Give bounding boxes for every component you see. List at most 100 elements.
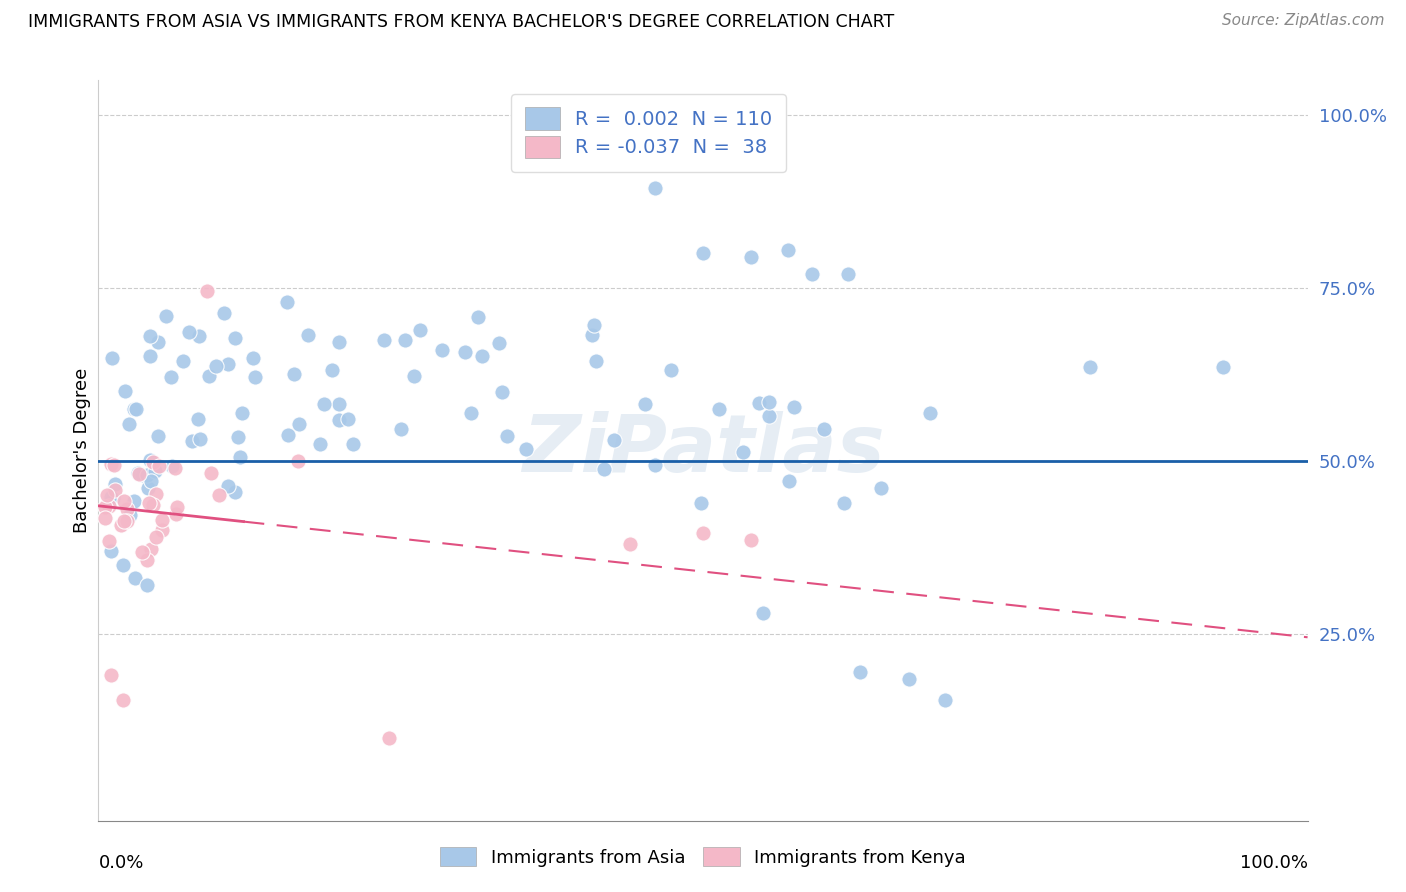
Point (139, 329, 162, 343)
Point (748, 395, 770, 409)
Point (496, 429, 519, 443)
Text: IMMIGRANTS FROM ASIA VS IMMIGRANTS FROM KENYA BACHELOR'S DEGREE CORRELATION CHAR: IMMIGRANTS FROM ASIA VS IMMIGRANTS FROM … (28, 13, 894, 31)
Point (145, 487, 167, 501)
Point (104, 483, 127, 498)
Point (101, 491, 124, 505)
Point (583, 318, 606, 333)
Point (118, 417, 141, 431)
Point (692, 526, 714, 541)
Point (207, 488, 229, 502)
Point (897, 672, 920, 686)
Point (122, 401, 145, 416)
Point (731, 445, 754, 459)
Point (150, 523, 173, 537)
Text: 0.0%: 0.0% (98, 854, 143, 872)
Point (166, 500, 188, 514)
Point (124, 572, 146, 586)
Point (103, 458, 125, 472)
Point (488, 335, 510, 350)
Point (758, 395, 780, 409)
Point (402, 368, 425, 383)
Point (155, 310, 177, 324)
Point (692, 246, 714, 260)
Point (813, 422, 835, 436)
Point (163, 461, 186, 475)
Point (758, 409, 780, 424)
Point (328, 413, 350, 427)
Point (328, 335, 350, 350)
Point (135, 468, 157, 483)
Point (148, 458, 170, 473)
Point (104, 476, 127, 491)
Point (224, 485, 246, 500)
Point (585, 354, 607, 368)
Text: 100.0%: 100.0% (1240, 854, 1308, 872)
Point (242, 351, 264, 365)
Point (226, 430, 249, 444)
Point (336, 412, 359, 426)
Point (593, 461, 616, 475)
Point (139, 474, 162, 488)
Point (138, 496, 160, 510)
Point (150, 513, 173, 527)
Point (276, 295, 298, 310)
Point (160, 369, 183, 384)
Point (100, 668, 122, 682)
Point (782, 400, 804, 414)
Point (467, 310, 489, 325)
Legend: Immigrants from Asia, Immigrants from Kenya: Immigrants from Asia, Immigrants from Ke… (432, 838, 974, 876)
Point (869, 481, 891, 495)
Point (139, 452, 162, 467)
Point (111, 558, 134, 572)
Point (837, 267, 859, 281)
Point (934, 692, 956, 706)
Point (118, 508, 141, 522)
Point (100, 543, 122, 558)
Point (98, 499, 121, 513)
Point (432, 343, 454, 357)
Point (135, 578, 157, 592)
Point (146, 335, 169, 350)
Point (112, 514, 135, 528)
Point (188, 432, 211, 446)
Point (180, 434, 202, 448)
Point (98, 533, 121, 548)
Point (373, 333, 395, 347)
Y-axis label: Bachelor's Degree: Bachelor's Degree (73, 368, 91, 533)
Point (752, 606, 775, 620)
Point (136, 553, 159, 567)
Point (308, 437, 330, 451)
Point (187, 412, 209, 426)
Point (162, 458, 184, 473)
Point (321, 363, 343, 377)
Point (142, 455, 165, 469)
Point (217, 357, 239, 371)
Point (128, 467, 150, 482)
Point (243, 370, 266, 384)
Point (1212, 360, 1234, 375)
Text: Source: ZipAtlas.com: Source: ZipAtlas.com (1222, 13, 1385, 29)
Point (145, 464, 167, 478)
Point (644, 458, 666, 473)
Point (297, 328, 319, 343)
Legend: R =  0.002  N = 110, R = -0.037  N =  38: R = 0.002 N = 110, R = -0.037 N = 38 (512, 94, 786, 171)
Point (342, 437, 364, 451)
Point (165, 508, 187, 522)
Point (138, 349, 160, 363)
Point (776, 243, 799, 257)
Point (231, 406, 253, 420)
Point (515, 442, 537, 457)
Point (94, 500, 117, 514)
Point (920, 406, 942, 420)
Point (172, 354, 194, 368)
Point (145, 530, 167, 544)
Point (224, 331, 246, 345)
Point (409, 323, 432, 337)
Point (124, 494, 146, 508)
Point (778, 474, 800, 488)
Point (188, 329, 211, 343)
Point (849, 665, 872, 679)
Point (1078, 360, 1101, 375)
Point (131, 545, 153, 559)
Point (195, 285, 218, 299)
